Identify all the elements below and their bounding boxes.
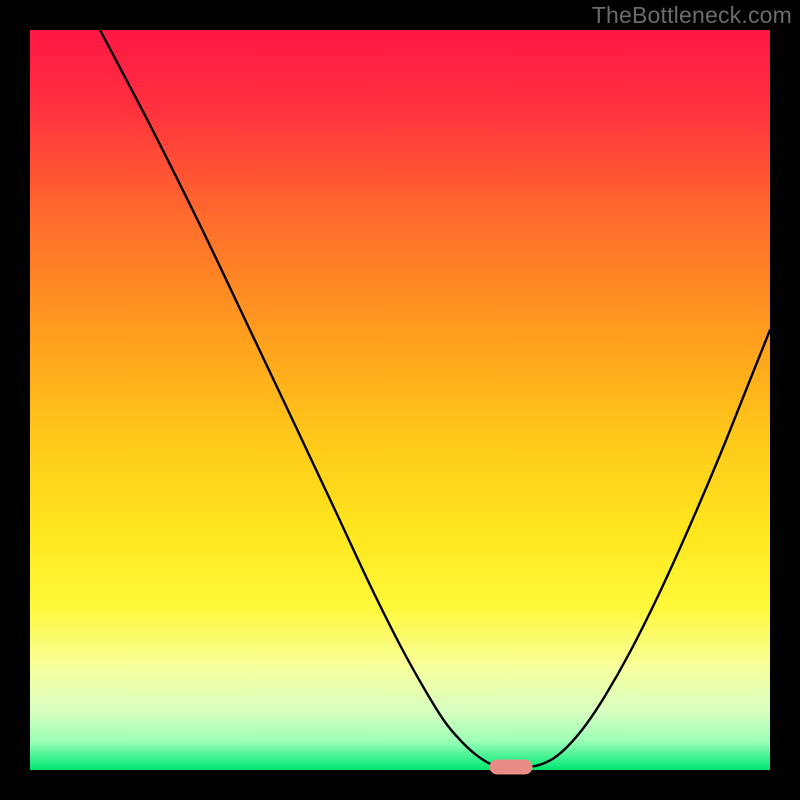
optimum-marker <box>490 760 532 774</box>
watermark-text: TheBottleneck.com <box>592 2 792 29</box>
chart-frame: TheBottleneck.com <box>0 0 800 800</box>
gradient-background <box>30 30 770 770</box>
bottleneck-chart-svg <box>0 0 800 800</box>
